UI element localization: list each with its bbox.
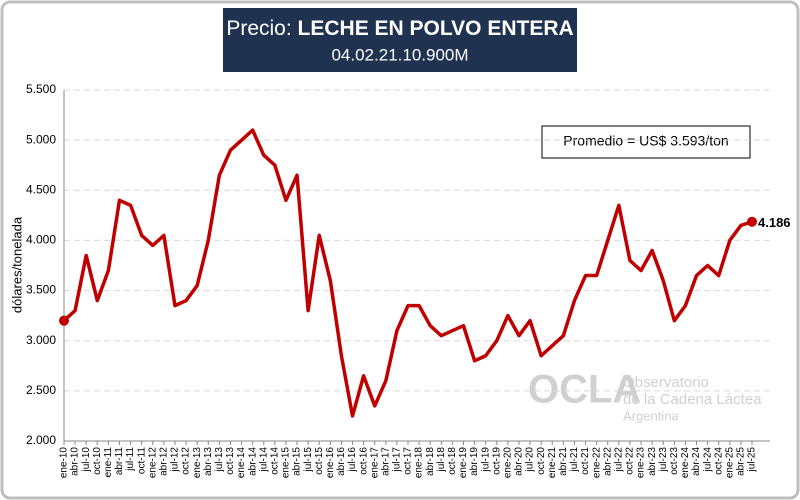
x-tick-label: ene-24 [680,447,691,479]
x-tick-label: abr-13 [203,447,214,476]
y-tick-label: 5.500 [26,82,56,96]
x-tick-label: oct-16 [358,447,369,475]
x-tick-label: jul-12 [170,447,181,473]
x-tick-label: jul-16 [347,447,358,473]
title-main: LECHE EN POLVO ENTERA [298,17,574,40]
x-tick-label: abr-14 [247,447,258,476]
x-tick-label: oct-13 [225,447,236,475]
x-tick-label: abr-19 [469,447,480,476]
x-tick-label: oct-12 [181,447,192,475]
x-tick-label: ene-20 [503,447,514,479]
x-tick-label: abr-12 [159,447,170,476]
title-box [223,8,577,72]
watermark-line: de la Cadena Láctea [623,391,762,408]
x-tick-label: oct-21 [580,447,591,475]
x-tick-label: ene-25 [724,447,735,479]
x-tick-label: oct-24 [713,447,724,475]
x-tick-label: ene-10 [59,447,70,479]
x-tick-label: abr-10 [70,447,81,476]
line [62,128,753,418]
x-tick-label: jul-11 [125,447,136,472]
x-tick-label: jul-25 [747,447,758,473]
x-tick-label: abr-20 [514,447,525,476]
x-tick-label: ene-14 [236,447,247,479]
y-tick-label: 4.000 [26,233,56,247]
x-tick-label: jul-14 [258,447,269,473]
x-tick-label: oct-23 [669,447,680,475]
x-tick-label: ene-15 [281,447,292,479]
y-tick-label: 5.000 [26,132,56,146]
x-tick-label: jul-10 [81,447,92,473]
value-label: 4.186 [758,215,791,230]
x-tick-label: jul-13 [214,447,225,473]
x-tick-label: oct-17 [403,447,414,475]
annotation-box [541,125,751,159]
x-tick-label: oct-15 [314,447,325,475]
x-tick-label: oct-22 [625,447,636,475]
end-marker [747,216,757,227]
x-tick-label: abr-15 [292,447,303,476]
y-tick-label: 2.500 [26,383,56,397]
x-tick-label: jul-17 [392,447,403,473]
x-tick-label: ene-23 [636,447,647,479]
watermark-line: Observatorio [623,374,709,391]
x-tick-label: oct-11 [136,447,147,474]
annotation: Promedio = US$ 3.593/ton [563,133,728,149]
x-tick-label: abr-24 [691,447,702,476]
x-tick-label: abr-21 [558,447,569,476]
x-tick-label: ene-13 [192,447,203,479]
x-tick-label: oct-10 [92,447,103,475]
x-tick-label: jul-23 [658,447,669,473]
watermark-line: Argentina [623,408,679,423]
x-tick-label: jul-15 [303,447,314,473]
y-tick-label: 3.500 [26,283,56,297]
x-tick-label: jul-21 [569,447,580,473]
y-tick-label: 3.000 [26,333,56,347]
x-tick-label: oct-20 [536,447,547,475]
y-axis-label: dólares/tonelada [9,216,24,313]
x-tick-label: ene-19 [458,447,469,479]
x-tick-label: ene-22 [591,447,602,479]
x-tick-label: jul-20 [525,447,536,473]
x-tick-label: ene-17 [369,447,380,479]
x-tick-label: oct-14 [269,447,280,475]
x-tick-label: jul-19 [480,447,491,473]
x-tick-label: abr-17 [380,447,391,476]
watermark: OCLA Observatorio de la Cadena Láctea Ar… [528,368,762,424]
x-tick-label: abr-16 [336,447,347,476]
x-tick-label: abr-22 [602,447,613,476]
x-tick-label: abr-25 [736,447,747,476]
x-tick-label: ene-16 [325,447,336,479]
x-tick-label: ene-18 [414,447,425,479]
title-label: Precio: [226,17,291,40]
x-tick-label: ene-12 [147,447,158,479]
x-tick-label: oct-19 [491,447,502,475]
end-marker [59,315,69,326]
x-tick-label: jul-22 [613,447,624,473]
chart-title: Precio: LECHE EN POLVO ENTERA [226,17,573,40]
x-tick-label: abr-11 [114,447,125,476]
x-tick-label: ene-21 [547,447,558,479]
x-tick-label: oct-18 [447,447,458,475]
y-tick-label: 2.000 [26,433,56,447]
x-tick-label: ene-11 [103,447,114,478]
x-tick-label: abr-18 [425,447,436,476]
chart-subtitle: 04.02.21.10.900M [331,45,468,64]
y-tick-label: 4.500 [26,182,56,196]
x-tick-label: jul-18 [436,447,447,473]
x-tick-label: jul-24 [702,447,713,473]
watermark-logo: OCLA [528,368,641,412]
x-tick-label: abr-23 [647,447,658,476]
